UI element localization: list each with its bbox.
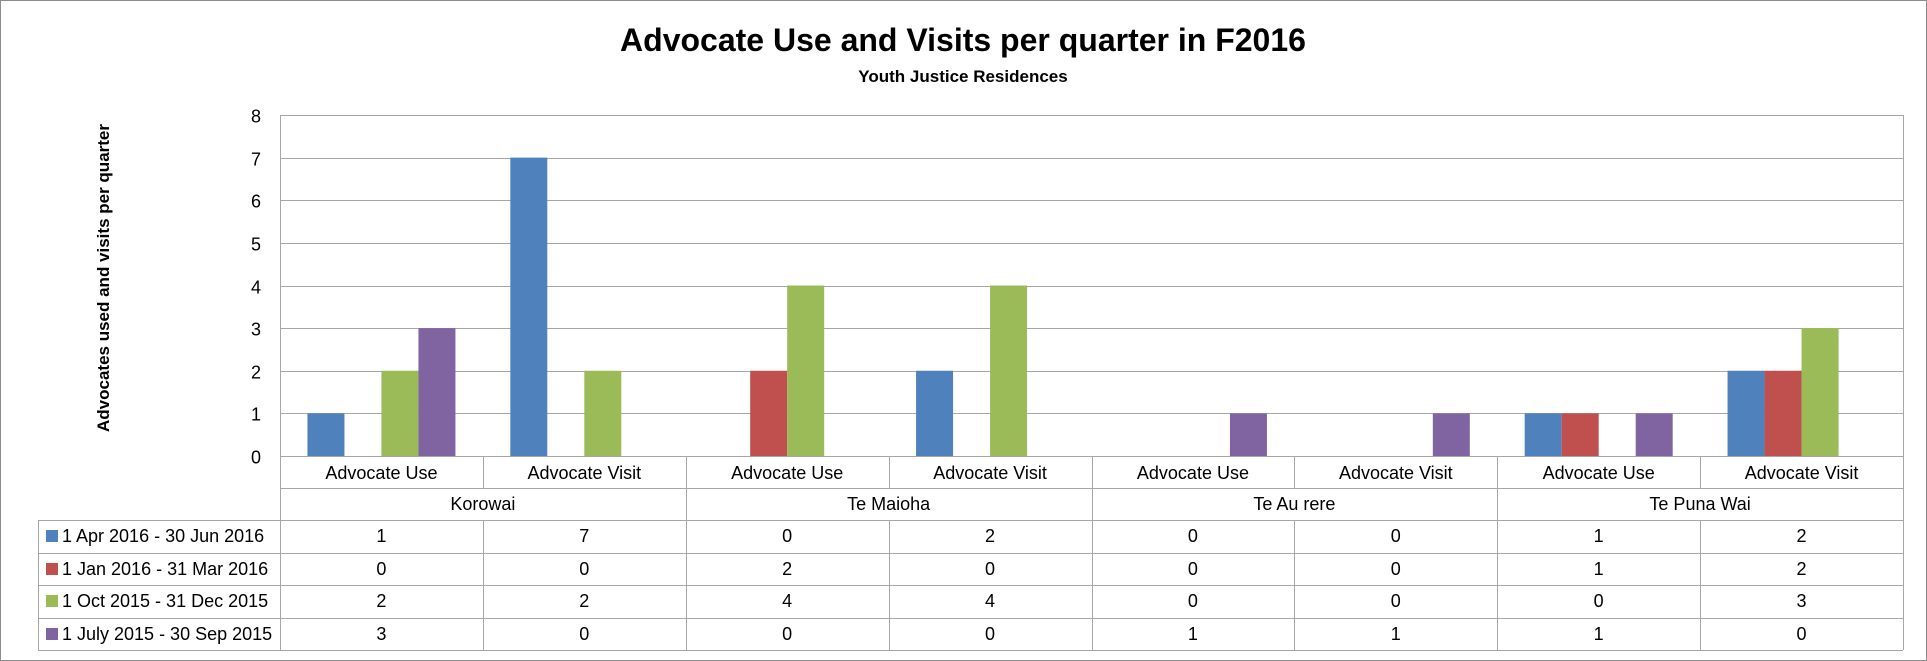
- data-value: 0: [1188, 591, 1198, 611]
- bar: [307, 413, 345, 456]
- y-tick-label: 5: [251, 235, 261, 255]
- legend-label: 1 July 2015 - 30 Sep 2015: [62, 624, 272, 644]
- bar: [750, 370, 788, 456]
- data-value: 1: [1391, 624, 1401, 644]
- data-value: 2: [1797, 526, 1807, 546]
- group-label: Te Puna Wai: [1649, 494, 1750, 514]
- data-value: 0: [985, 559, 995, 579]
- legend-key: [46, 595, 58, 607]
- y-tick-label: 7: [251, 150, 261, 170]
- data-table: Advocate Use Advocate Visit Advocate Use Ad…: [38, 115, 1904, 651]
- group-label: Korowai: [450, 494, 515, 514]
- data-value: 0: [376, 559, 386, 579]
- legend-label: 1 Apr 2016 - 30 Jun 2016: [62, 526, 264, 546]
- legend-key: [46, 563, 58, 575]
- bar: [1432, 413, 1470, 456]
- category-label: Advocate Use: [731, 463, 843, 483]
- bar: [990, 285, 1028, 456]
- data-value: 0: [1188, 526, 1198, 546]
- gridlines: 0 1 2 3 4 5 6 7 8: [251, 107, 1903, 650]
- y-tick-label: 3: [251, 320, 261, 340]
- data-value: 0: [782, 526, 792, 546]
- data-value: 1: [1594, 526, 1604, 546]
- bar: [1727, 370, 1765, 456]
- bars: [307, 157, 1839, 456]
- data-value: 0: [1188, 559, 1198, 579]
- legend-label: 1 Jan 2016 - 31 Mar 2016: [62, 559, 268, 579]
- legend-key: [46, 628, 58, 640]
- group-label: Te Maioha: [847, 494, 931, 514]
- bar: [1229, 413, 1267, 456]
- data-value: 1: [1594, 559, 1604, 579]
- bar: [1635, 413, 1673, 456]
- data-value: 1: [376, 526, 386, 546]
- category-label: Advocate Use: [1137, 463, 1249, 483]
- bar: [916, 370, 954, 456]
- data-value: 2: [1797, 559, 1807, 579]
- data-value: 0: [1797, 624, 1807, 644]
- y-tick-label: 4: [251, 278, 261, 298]
- bar: [1561, 413, 1599, 456]
- bar: [584, 370, 622, 456]
- data-value: 0: [1391, 591, 1401, 611]
- bar: [787, 285, 825, 456]
- data-value: 1: [1188, 624, 1198, 644]
- chart-subtitle: Youth Justice Residences: [858, 67, 1067, 86]
- category-label: Advocate Visit: [527, 463, 641, 483]
- data-value: 3: [1797, 591, 1807, 611]
- bar: [418, 328, 456, 456]
- category-label: Advocate Use: [1543, 463, 1655, 483]
- data-value: 0: [782, 624, 792, 644]
- category-label: Advocate Use: [325, 463, 437, 483]
- legend-key: [46, 530, 58, 542]
- category-label: Advocate Visit: [1745, 463, 1859, 483]
- data-value: 2: [985, 526, 995, 546]
- data-value: 7: [579, 526, 589, 546]
- data-value: 3: [376, 624, 386, 644]
- data-value: 4: [782, 591, 792, 611]
- bar: [510, 157, 548, 456]
- data-value: 2: [376, 591, 386, 611]
- data-value: 2: [782, 559, 792, 579]
- group-label: Te Au rere: [1253, 494, 1335, 514]
- chart-title: Advocate Use and Visits per quarter in F…: [620, 22, 1306, 58]
- data-value: 1: [1594, 624, 1604, 644]
- y-axis-label: Advocates used and visits per quarter: [94, 124, 113, 432]
- bar: [1801, 328, 1839, 456]
- bar: [1524, 413, 1562, 456]
- data-value: 2: [579, 591, 589, 611]
- y-tick-label: 2: [251, 363, 261, 383]
- y-tick-label: 1: [251, 405, 261, 425]
- y-tick-label: 6: [251, 192, 261, 212]
- data-value: 0: [579, 559, 589, 579]
- y-tick-label: 0: [251, 448, 261, 468]
- data-value: 0: [1391, 559, 1401, 579]
- legend-label: 1 Oct 2015 - 31 Dec 2015: [62, 591, 268, 611]
- data-value: 0: [579, 624, 589, 644]
- data-value: 4: [985, 591, 995, 611]
- category-label: Advocate Visit: [1339, 463, 1453, 483]
- data-value: 0: [1594, 591, 1604, 611]
- category-label: Advocate Visit: [933, 463, 1047, 483]
- data-value: 0: [1391, 526, 1401, 546]
- data-value: 0: [985, 624, 995, 644]
- bar: [381, 370, 419, 456]
- y-tick-label: 8: [251, 107, 261, 127]
- bar: [1764, 370, 1802, 456]
